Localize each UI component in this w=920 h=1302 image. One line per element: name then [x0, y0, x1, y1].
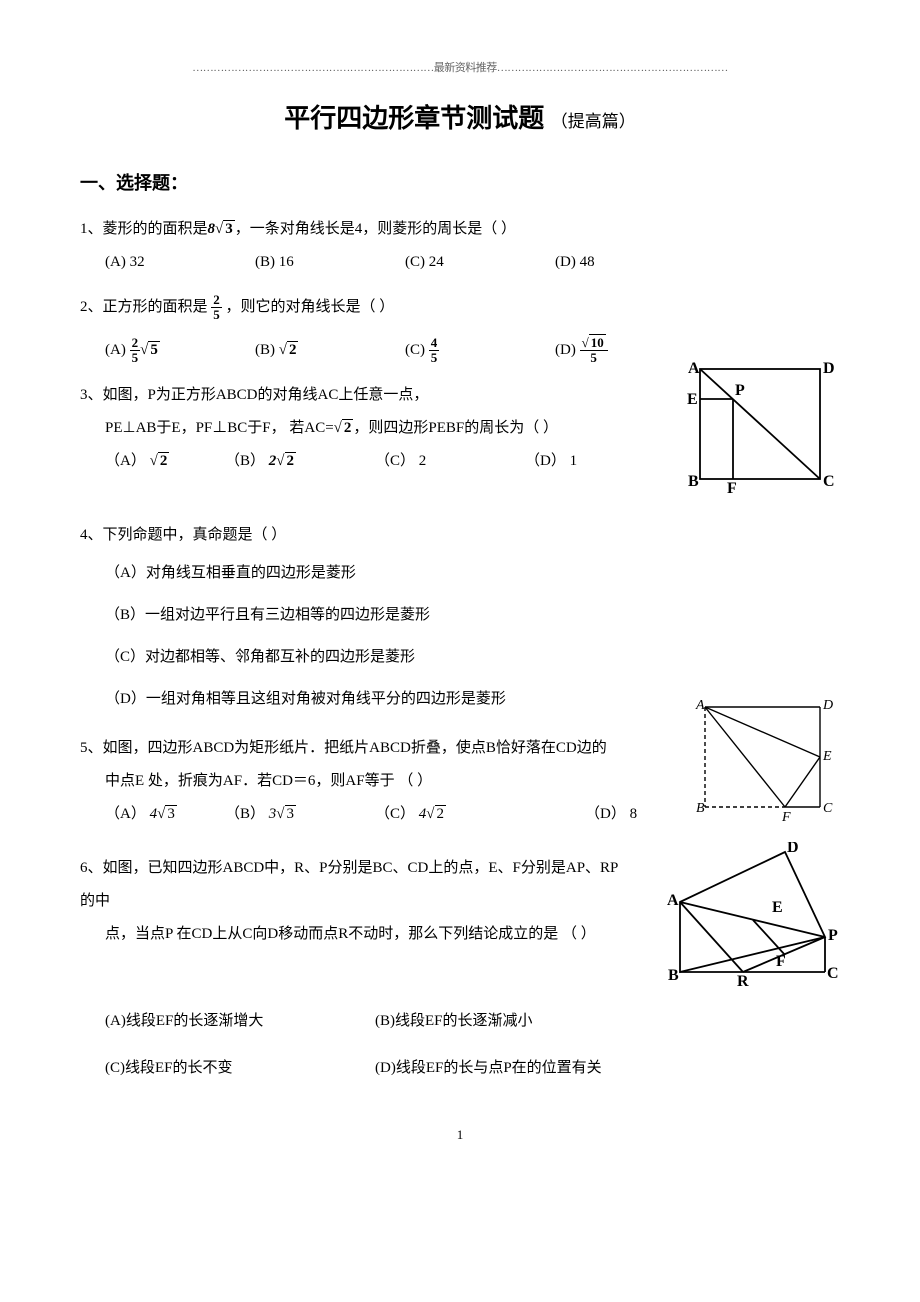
svg-text:F: F: [781, 810, 791, 825]
q5-opt-c: （C） 4√2: [375, 798, 575, 831]
svg-text:B: B: [688, 473, 699, 490]
q2-opt-d: (D) √105: [555, 334, 695, 367]
q6-opt-b: (B)线段EF的长逐渐减小: [375, 1005, 533, 1038]
svg-text:A: A: [688, 360, 700, 377]
page-number: 1: [80, 1125, 840, 1146]
question-1: 1、菱形的的面积是8√3，一条对角线长是4，则菱形的周长是（ ） (A) 32 …: [80, 213, 840, 279]
q4-opt-a: （A）对角线互相垂直的四边形是菱形: [105, 552, 840, 594]
svg-text:F: F: [727, 480, 737, 494]
q5-opt-b: （B） 3√3: [225, 798, 365, 831]
svg-text:E: E: [687, 391, 698, 408]
svg-text:R: R: [737, 973, 749, 990]
question-4: 4、下列命题中，真命题是（ ） （A）对角线互相垂直的四边形是菱形 （B）一组对…: [80, 519, 840, 720]
q4-opt-b: （B）一组对边平行且有三边相等的四边形是菱形: [105, 594, 840, 636]
q6-opt-c: (C)线段EF的长不变: [105, 1052, 365, 1085]
q3-opt-b: （B） 2√2: [225, 445, 365, 478]
svg-text:D: D: [823, 360, 835, 377]
section-header: 一、选择题：: [80, 169, 840, 198]
svg-text:E: E: [772, 899, 783, 916]
q1-opt-c: (C) 24: [405, 246, 545, 279]
q1-opt-b: (B) 16: [255, 246, 395, 279]
q3-opt-c: （C） 2: [375, 445, 515, 478]
svg-text:D: D: [787, 842, 799, 856]
svg-text:D: D: [822, 698, 833, 713]
question-2: 2、正方形的面积是 25 ，则它的对角线长是（ ） (A) 25√5 (B) √…: [80, 291, 840, 367]
svg-text:F: F: [776, 953, 786, 970]
page-title: 平行四边形章节测试题 （提高篇）: [80, 98, 840, 140]
q5-opt-d: （D） 8: [585, 798, 725, 831]
q3-figure: A D B C E F P: [685, 359, 840, 494]
svg-text:P: P: [735, 382, 745, 399]
svg-text:C: C: [823, 473, 835, 490]
svg-text:B: B: [668, 967, 679, 984]
question-3: A D B C E F P 3、如图，P为正方形ABCD的对角线AC上任意一点，…: [80, 379, 840, 507]
svg-text:E: E: [822, 749, 832, 764]
q3-opt-a: （A） √2: [105, 445, 215, 478]
svg-text:A: A: [667, 892, 679, 909]
q4-opt-c: （C）对边都相等、邻角都互补的四边形是菱形: [105, 636, 840, 678]
q2-opt-c: (C) 45: [405, 334, 545, 367]
svg-text:P: P: [828, 927, 838, 944]
q6-figure: A D P C B R E F: [665, 842, 840, 992]
q6-opt-d: (D)线段EF的长与点P在的位置有关: [375, 1052, 602, 1085]
svg-text:C: C: [823, 801, 833, 816]
q1-opt-d: (D) 48: [555, 246, 695, 279]
q2-opt-b: (B) √2: [255, 334, 395, 367]
question-5: A D E C B F 5、如图，四边形ABCD为矩形纸片．把纸片ABCD折叠，…: [80, 732, 840, 840]
question-6: A D P C B R E F 6、如图，已知四边形ABCD中，R、P分别是BC…: [80, 852, 840, 1085]
svg-text:C: C: [827, 965, 839, 982]
q5-opt-a: （A） 4√3: [105, 798, 215, 831]
svg-text:A: A: [695, 698, 705, 713]
q3-opt-d: （D） 1: [525, 445, 665, 478]
q6-opt-a: (A)线段EF的长逐渐增大: [105, 1005, 365, 1038]
q2-opt-a: (A) 25√5: [105, 334, 245, 367]
q1-opt-a: (A) 32: [105, 246, 245, 279]
header-dots: ……………………………………………………………最新资料推荐………………………………: [80, 60, 840, 78]
